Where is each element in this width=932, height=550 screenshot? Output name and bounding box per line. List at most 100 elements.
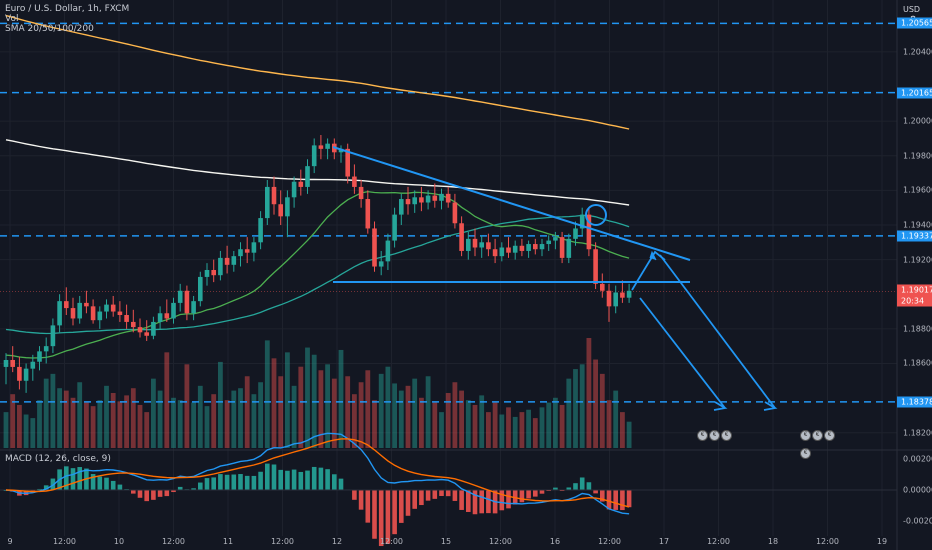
macd-histogram-bar <box>338 478 344 490</box>
volume-bar <box>499 414 505 448</box>
macd-histogram-bar <box>305 470 310 490</box>
time-tick-label: 12:00 <box>379 537 404 546</box>
volume-bar <box>37 400 42 448</box>
candle-body <box>486 242 491 250</box>
time-tick-label: 18 <box>767 537 779 546</box>
volume-bar <box>90 406 96 448</box>
macd-histogram-bar <box>144 490 149 502</box>
time-axis[interactable]: 9 12:00 10 12:00 11 12:00 12 12:00 15 12:00 16 12:0… <box>0 536 897 550</box>
volume-bar <box>10 394 16 448</box>
time-tick-label: 12:00 <box>815 537 840 546</box>
macd-histogram-bar <box>579 477 585 490</box>
macd-histogram-bar <box>445 490 451 497</box>
candle-body <box>385 240 391 262</box>
volume-bar <box>325 364 330 448</box>
volume-bar <box>218 361 223 448</box>
macd-histogram-bar <box>70 468 76 490</box>
macd-histogram-bar <box>533 490 538 497</box>
volume-bar <box>452 382 458 448</box>
level-price-badge: 1.19337 <box>897 230 932 242</box>
candle-body <box>352 176 357 187</box>
volume-bar <box>70 397 76 448</box>
candle-body <box>405 199 411 205</box>
macd-histogram-bar <box>97 476 103 490</box>
volume-bar <box>566 378 572 448</box>
volume-bar <box>512 416 518 448</box>
macd-histogram-bar <box>318 467 324 490</box>
volume-bar <box>251 394 257 448</box>
symbol-label[interactable]: Euro / U.S. Dollar, 1h, FXCM <box>5 4 130 14</box>
macd-histogram-bar <box>392 490 397 535</box>
candle-body <box>459 223 464 251</box>
candle-body <box>432 195 438 201</box>
price-scale[interactable]: 1.20400 1.20000 1.19800 1.19600 1.19400 1.192… <box>897 0 932 538</box>
candle-body <box>177 290 183 303</box>
volume-bar <box>472 404 478 448</box>
macd-histogram-bar <box>285 470 290 490</box>
candle-body <box>117 311 123 315</box>
volume-bar <box>137 404 143 448</box>
macd-histogram-bar <box>171 490 176 493</box>
price-tick-label: 1.20000 <box>903 116 932 126</box>
candle-body <box>131 321 136 328</box>
sma-indicator-label[interactable]: SMA 20/50/100/200 <box>5 24 94 34</box>
macd-histogram-bar <box>412 490 417 509</box>
candle-body <box>231 256 237 265</box>
macd-histogram-bar <box>526 490 531 499</box>
highlight-circle <box>585 204 607 226</box>
macd-histogram-bar <box>372 490 377 539</box>
candle-body <box>110 304 116 312</box>
macd-histogram-bar <box>452 490 458 501</box>
macd-histogram-bar <box>131 490 136 494</box>
volume-bar <box>285 352 290 448</box>
volume-bar <box>50 373 56 448</box>
macd-line <box>5 432 630 515</box>
macd-histogram-bar <box>198 482 203 490</box>
level-price-badge: 1.20565 <box>897 17 932 29</box>
volume-bar <box>459 390 464 448</box>
volume-bar <box>191 402 196 448</box>
macd-histogram-bar <box>506 490 511 509</box>
macd-histogram-bar <box>191 488 196 490</box>
macd-histogram-bar <box>466 490 471 512</box>
macd-histogram-bar <box>244 475 250 490</box>
macd-histogram-bar <box>177 486 183 490</box>
volume-bar <box>157 390 163 448</box>
macd-indicator-label[interactable]: MACD (12, 26, close, 9) <box>5 454 111 464</box>
macd-histogram-bar <box>291 469 297 490</box>
time-tick-label: 19 <box>876 537 888 546</box>
economic-events-icon[interactable]: € € € <box>697 430 743 446</box>
candle-body <box>50 325 56 347</box>
volume-bar <box>365 370 371 448</box>
volume-bar <box>30 418 36 448</box>
macd-histogram-bar <box>332 474 337 490</box>
arrow-head <box>649 250 657 261</box>
candle-body <box>600 283 605 291</box>
volume-bar <box>385 366 391 448</box>
candle-body <box>218 257 223 276</box>
time-tick-label: 12:00 <box>597 537 622 546</box>
time-tick-label: 12:00 <box>706 537 731 546</box>
candle-body <box>17 366 22 381</box>
volume-bar <box>593 359 598 448</box>
candle-body <box>211 270 216 276</box>
macd-histogram-bar <box>204 478 210 490</box>
volume-bar <box>398 390 404 448</box>
candle-body <box>345 148 350 177</box>
sma-200-line <box>5 139 630 206</box>
volume-indicator-label[interactable]: Vol <box>5 14 19 24</box>
candle-body <box>291 181 297 198</box>
volume-bar <box>77 382 83 448</box>
arrow-head <box>713 401 728 411</box>
economic-events-icon[interactable]: € € €€ <box>800 430 846 459</box>
volume-bar <box>546 402 552 448</box>
candle-body <box>546 240 551 245</box>
macd-histogram-bar <box>586 482 592 490</box>
time-tick-label: 12:00 <box>488 537 513 546</box>
macd-histogram-bar <box>472 490 478 515</box>
macd-histogram-bar <box>425 490 431 501</box>
candle-body <box>492 249 498 257</box>
sma-20-line <box>5 190 630 359</box>
